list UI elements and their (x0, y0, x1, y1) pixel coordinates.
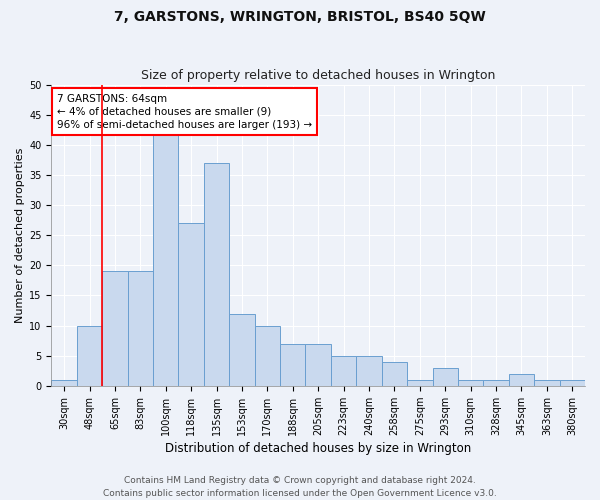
Bar (204, 163, 229, 386)
Bar (458, 380, 484, 386)
Bar (102, 272, 128, 386)
Bar (560, 380, 585, 386)
Bar (178, 223, 204, 386)
Bar (484, 380, 509, 386)
Title: Size of property relative to detached houses in Wrington: Size of property relative to detached ho… (141, 69, 496, 82)
Y-axis label: Number of detached properties: Number of detached properties (15, 148, 25, 323)
X-axis label: Distribution of detached houses by size in Wrington: Distribution of detached houses by size … (165, 442, 472, 455)
Bar (509, 374, 534, 386)
Bar (77, 326, 102, 386)
Bar (356, 356, 382, 386)
Bar (407, 380, 433, 386)
Bar (433, 368, 458, 386)
Text: 7 GARSTONS: 64sqm
← 4% of detached houses are smaller (9)
96% of semi-detached h: 7 GARSTONS: 64sqm ← 4% of detached house… (57, 94, 312, 130)
Bar (534, 380, 560, 386)
Bar (229, 314, 254, 386)
Bar (128, 272, 153, 386)
Bar (52, 380, 77, 386)
Bar (305, 344, 331, 386)
Text: Contains HM Land Registry data © Crown copyright and database right 2024.
Contai: Contains HM Land Registry data © Crown c… (103, 476, 497, 498)
Bar (280, 344, 305, 386)
Bar (331, 356, 356, 386)
Bar (382, 362, 407, 386)
Bar (254, 326, 280, 386)
Bar (153, 133, 178, 386)
Text: 7, GARSTONS, WRINGTON, BRISTOL, BS40 5QW: 7, GARSTONS, WRINGTON, BRISTOL, BS40 5QW (114, 10, 486, 24)
